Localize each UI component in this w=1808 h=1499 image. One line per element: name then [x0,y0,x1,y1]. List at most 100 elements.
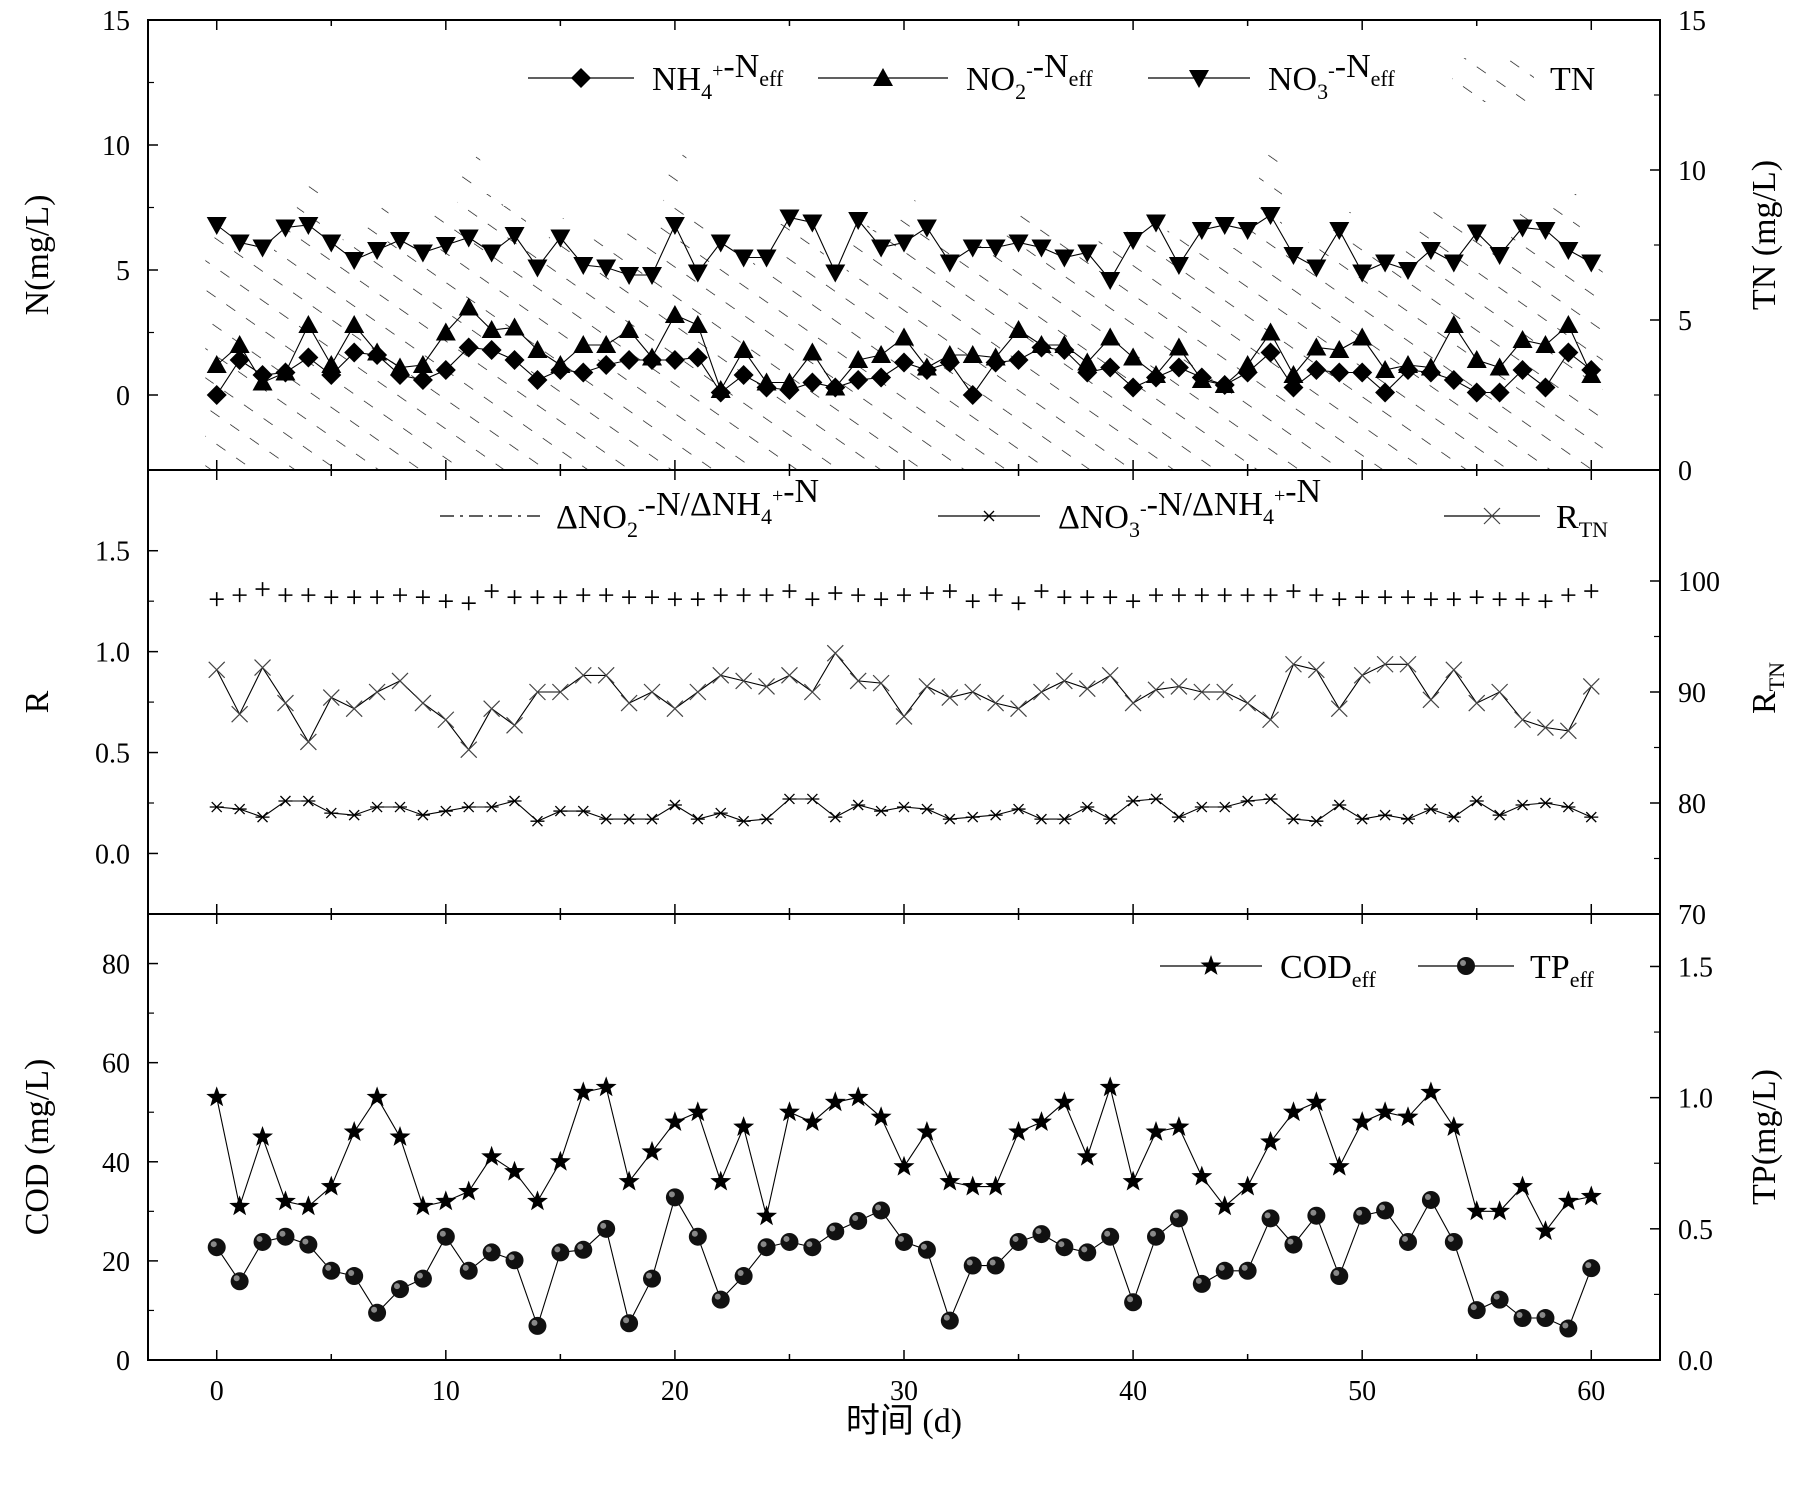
tn-bar [1190,242,1214,470]
data-point [1398,355,1418,373]
data-point [1055,1238,1074,1257]
p1-right-tick-label: 5 [1678,306,1692,337]
data-point [1260,1131,1281,1151]
data-point [733,365,754,385]
data-point [390,357,410,376]
data-point [874,805,889,817]
data-point [229,234,250,253]
series-line [216,652,1592,751]
p1-left-tick-label: 15 [102,6,130,37]
data-point [505,1251,524,1270]
data-point [301,588,316,603]
data-point [576,805,591,817]
data-point [779,1101,800,1122]
legend-label-part: -N/ΔNH [645,486,761,523]
data-point [320,1175,342,1196]
data-point [1008,320,1029,338]
legend-label-part: 3 [1317,79,1328,104]
series-no2-ratio [209,582,1599,611]
data-point [1171,588,1186,603]
data-point-highlight [1539,1312,1546,1319]
data-point [553,805,568,817]
panel-frame [147,913,1661,1361]
data-point [622,590,637,605]
data-point [344,315,365,333]
tn-bar [778,224,801,470]
data-point [1535,1220,1556,1241]
data-point-highlight [1058,1241,1065,1248]
data-point [710,1170,732,1191]
data-point-highlight [1218,1264,1225,1271]
data-point [781,666,798,684]
data-point [826,644,844,662]
data-point [481,320,502,338]
data-point [1443,315,1464,333]
data-point [507,795,522,807]
p3-legend: CODeff TPeff [1160,949,1594,992]
data-point [278,588,293,603]
data-point [1561,588,1576,603]
legend-label-part: -N/ΔNH [1147,486,1263,523]
legend-label: NH4+-Neff [652,48,784,104]
data-point [756,1205,777,1226]
data-point [871,367,892,388]
p3-right-tick-label: 1.5 [1678,952,1713,983]
data-point [919,803,934,815]
legend-label-part: + [772,485,783,507]
data-point [826,1222,845,1241]
legend-label-part: NO [1268,61,1317,98]
data-point [1053,1091,1075,1112]
data-point [849,672,867,690]
legend-label-part: ΔNO [556,499,627,536]
data-point [1306,360,1327,380]
data-point [642,347,662,366]
data-point [985,1175,1007,1196]
data-point [1077,352,1098,371]
data-point [1033,683,1050,701]
p2-y2-label-main: R [1746,691,1783,714]
data-point [871,345,892,363]
x-tick-label: 30 [890,1376,918,1407]
data-point [664,1111,686,1131]
data-point [527,259,548,278]
data-point [1330,700,1348,718]
data-point [851,588,866,603]
p3-right-tick-label: 1.0 [1678,1084,1713,1115]
data-point [458,297,479,316]
p1-left-tick-label: 5 [116,256,130,287]
data-point [1054,335,1075,353]
data-point [370,590,385,605]
data-point [1420,1081,1442,1102]
data-point [756,372,777,391]
data-point [1309,815,1324,827]
data-point [1283,365,1304,383]
tn-bar [846,218,870,470]
data-point [733,1116,755,1136]
data-point [1309,588,1324,603]
data-point [711,1290,730,1309]
data-point [1466,350,1487,368]
data-point [1584,584,1599,599]
data-point [828,811,843,823]
data-point [1512,1175,1533,1196]
data-point [231,705,249,723]
p2-left-tick-label: 0.5 [95,739,130,770]
data-point [412,370,433,390]
data-point [619,267,640,285]
data-point [1057,813,1072,825]
data-point [1512,330,1533,348]
data-point [667,592,682,607]
tn-bar [1465,230,1489,470]
data-point [299,733,317,751]
series-tri-up [206,297,1602,398]
data-point [438,594,453,609]
legend-label-part: TN [1579,517,1608,542]
data-point [713,588,728,603]
data-point [665,1188,684,1207]
data-point [1538,797,1553,809]
data-point [573,335,594,353]
data-point [1101,666,1119,684]
data-point [597,1219,616,1238]
data-point [1191,1165,1213,1186]
data-point [1515,592,1530,607]
